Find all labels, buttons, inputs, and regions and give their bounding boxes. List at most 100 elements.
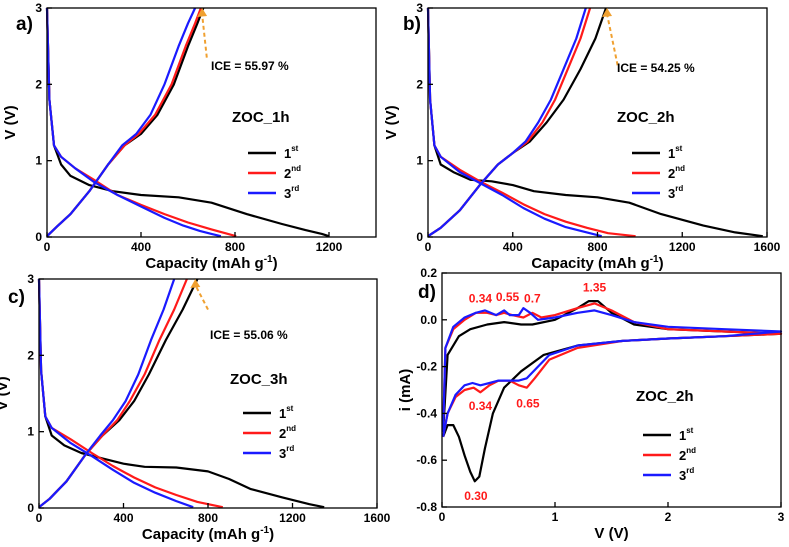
x-tick-label: 400: [131, 240, 151, 254]
x-axis-label: Capacity (mAh g-1): [142, 525, 274, 543]
x-tick-label: 3: [778, 510, 785, 524]
legend-label-superscript: rd: [675, 184, 683, 193]
y-tick-label: 1: [27, 425, 34, 439]
y-tick-label: -0.4: [416, 406, 437, 420]
series-2nd-discharge-curve: [426, 7, 636, 238]
sample-name: ZOC_3h: [230, 371, 288, 388]
x-axis-label-superscript: -1: [650, 254, 659, 265]
y-axis-label: V (V): [0, 376, 11, 410]
sample-name: ZOC_1h: [232, 109, 290, 126]
y-tick-label: 0.2: [420, 266, 437, 280]
x-tick-label: 1600: [364, 511, 391, 525]
legend-label: 1st: [679, 426, 694, 443]
plot-frame: [441, 272, 782, 508]
x-tick-label: 1600: [754, 240, 781, 254]
y-tick-label: 0: [35, 230, 42, 244]
legend-label: 1st: [279, 404, 294, 421]
peak-label: 0.7: [524, 291, 541, 305]
legend-label-superscript: st: [291, 144, 298, 153]
x-tick-label: 400: [113, 511, 133, 525]
legend-label-superscript: st: [675, 144, 682, 153]
series-1st-discharge-curve: [45, 7, 330, 238]
y-tick-label: 3: [416, 1, 423, 15]
y-tick-label: 1: [416, 154, 423, 168]
y-axis-label: i (mA): [397, 369, 414, 412]
sample-name: ZOC_2h: [617, 109, 675, 126]
x-tick-label: 1200: [279, 511, 306, 525]
legend-label: 1st: [284, 144, 299, 161]
x-axis-label-end: ): [269, 526, 274, 543]
y-tick-label: -0.8: [416, 500, 437, 514]
x-axis-label-superscript: -1: [260, 525, 269, 536]
series-2nd-charge-curve: [427, 7, 592, 238]
legend-label-superscript: nd: [291, 164, 301, 173]
y-tick-label: -0.6: [416, 453, 437, 467]
x-tick-label: 0: [425, 240, 432, 254]
legend-label: 2nd: [668, 164, 685, 181]
peak-label: 1.35: [583, 281, 607, 295]
x-tick-label: 0: [36, 511, 43, 525]
peak-label: 0.30: [464, 489, 488, 503]
plot-frame: [38, 278, 378, 509]
x-tick-label: 800: [225, 240, 245, 254]
panel-b-chart: 0 400 800 1200 1600 0 1 2 3 Capacity (mAh g-1) V (…: [383, 1, 781, 272]
y-tick-label: 2: [416, 77, 423, 91]
series-3rd-discharge-curve: [37, 278, 194, 509]
ice-arrow-line: [194, 284, 209, 310]
x-tick-label: 800: [198, 511, 218, 525]
panel-label: a): [16, 14, 33, 35]
series-2nd-discharge-curve: [37, 278, 224, 509]
x-tick-label: 0: [44, 240, 51, 254]
legend-label: 2nd: [279, 424, 296, 441]
x-axis-label: Capacity (mAh g-1): [145, 254, 277, 272]
panel-label: c): [8, 287, 25, 308]
y-tick-label: 0: [27, 501, 34, 515]
legend-label: 3rd: [679, 466, 694, 483]
x-tick-label: 0: [439, 510, 446, 524]
panel-label: b): [403, 14, 421, 35]
x-tick-label: 1: [552, 510, 559, 524]
ice-arrow-head: [197, 8, 208, 17]
panel-c-chart: 0 400 800 1200 1600 0 1 2 3 Capacity (mAh g-1) V (…: [0, 272, 391, 543]
legend-label-superscript: rd: [686, 466, 694, 475]
y-tick-label: 1: [35, 154, 42, 168]
x-tick-label: 1200: [669, 240, 696, 254]
ice-label: ICE = 55.06 %: [210, 328, 288, 342]
legend-label: 3rd: [279, 444, 294, 461]
ice-label: ICE = 55.97 %: [211, 59, 289, 73]
y-tick-label: 2: [35, 77, 42, 91]
x-axis-label-end: ): [659, 255, 664, 272]
y-axis-label: V (V): [2, 105, 19, 139]
x-axis-label-end: ): [273, 255, 278, 272]
legend-label: 2nd: [679, 446, 696, 463]
legend-label-superscript: rd: [291, 184, 299, 193]
plot-frame: [427, 7, 768, 238]
x-tick-label: 800: [587, 240, 607, 254]
sample-name: ZOC_2h: [636, 388, 694, 405]
peak-label: 0.34: [469, 399, 493, 413]
plot-frame: [46, 7, 377, 238]
y-tick-label: -0.2: [416, 360, 437, 374]
peak-label: 0.55: [496, 290, 520, 304]
x-axis-label: Capacity (mAh g-1): [531, 254, 663, 272]
legend-label-superscript: nd: [675, 164, 685, 173]
legend-label: 3rd: [668, 184, 683, 201]
ice-arrow-line: [201, 13, 208, 58]
series-3rd-charge-curve: [38, 278, 176, 509]
series-3rd-charge-curve: [46, 7, 197, 237]
series-2nd-charge-curve: [46, 7, 202, 237]
legend-label-superscript: st: [686, 426, 693, 435]
x-axis-label-superscript: -1: [264, 254, 273, 265]
panel-d-chart: 0 1 2 3 -0.8 -0.6 -0.4 -0.2 0.0 0.2 V (V) i (mA) d) Z…: [397, 266, 785, 542]
y-tick-label: 2: [27, 348, 34, 362]
panel-a-chart: 0 400 800 1200 0 1 2 3 Capacity (mAh g-1) V (V) a)…: [2, 1, 377, 272]
y-tick-label: 0.0: [420, 313, 437, 327]
x-tick-label: 1200: [316, 240, 343, 254]
y-tick-label: 3: [27, 272, 34, 286]
x-tick-label: 2: [665, 510, 672, 524]
series-3rd-charge-curve: [427, 7, 587, 238]
ice-arrow-head: [190, 279, 201, 288]
ice-arrow-head: [602, 8, 613, 17]
peak-label: 0.34: [469, 291, 493, 305]
